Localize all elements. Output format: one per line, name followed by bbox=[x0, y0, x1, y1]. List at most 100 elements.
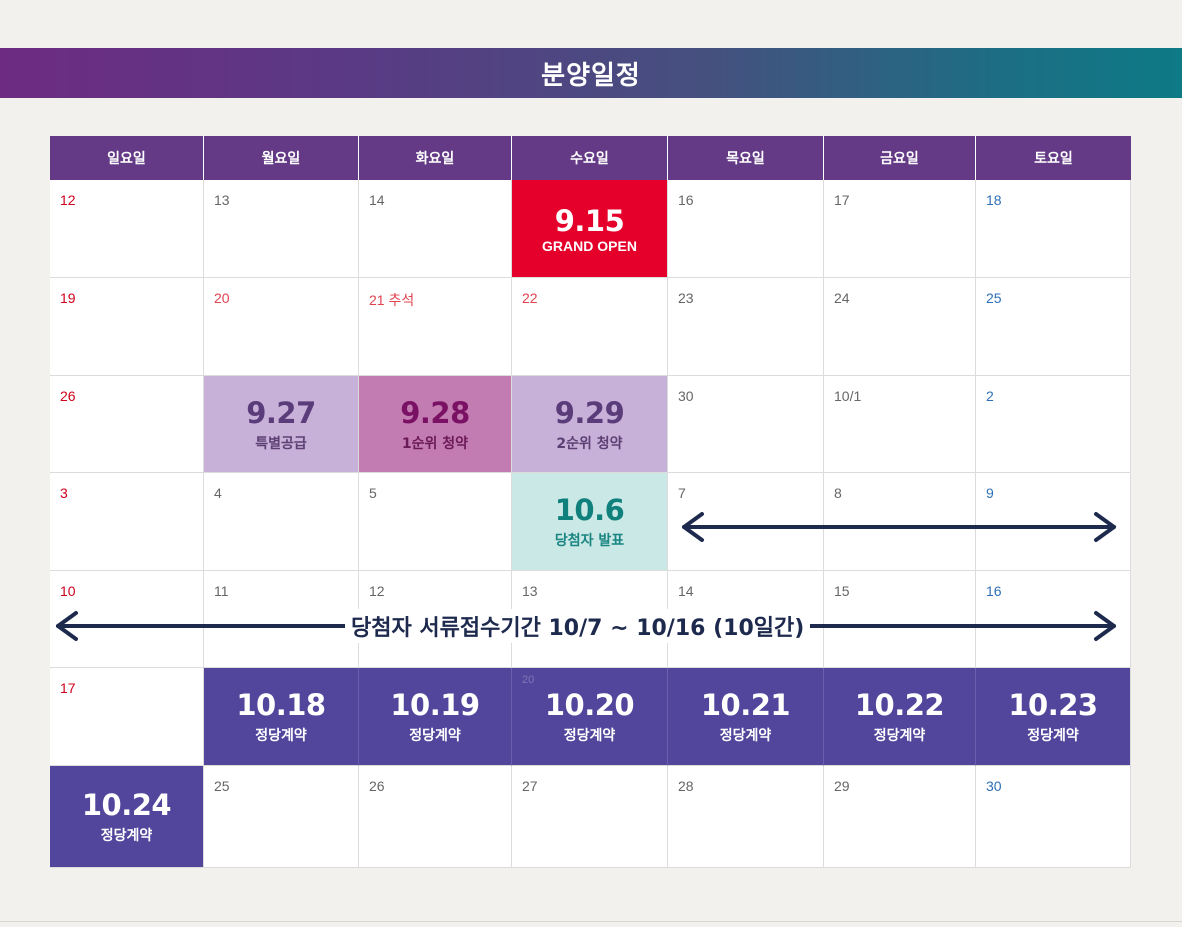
day-cell: 17 bbox=[824, 180, 976, 278]
day-cell: 30 bbox=[668, 376, 824, 473]
winner-announce-cell: 10.6 당첨자 발표 bbox=[512, 473, 668, 571]
weekday-thursday: 목요일 bbox=[726, 151, 765, 167]
first-priority-date: 9.28 bbox=[400, 395, 470, 430]
day-cell: 26 bbox=[359, 766, 512, 868]
day-number: 10/1 bbox=[834, 388, 862, 404]
day-number: 16 bbox=[986, 583, 1002, 599]
day-number: 14 bbox=[369, 192, 385, 208]
contract-label: 정당계약 bbox=[719, 728, 772, 744]
first-priority-label: 1순위 청약 bbox=[401, 435, 469, 452]
contract-label: 정당계약 bbox=[873, 728, 926, 744]
day-number: 22 bbox=[522, 290, 538, 306]
day-number: 17 bbox=[834, 192, 850, 208]
day-cell: 29 bbox=[824, 766, 976, 868]
day-number: 2 bbox=[986, 388, 994, 404]
bottom-divider bbox=[0, 921, 1182, 922]
day-cell: 7 bbox=[668, 473, 824, 571]
contract-cell: 10.21 정당계약 bbox=[668, 668, 824, 766]
contract-date: 10.22 bbox=[854, 688, 945, 722]
second-priority-label: 2순위 청약 bbox=[556, 435, 623, 452]
day-number: 5 bbox=[369, 485, 377, 501]
day-cell: 21 추석 bbox=[359, 278, 512, 376]
weekday-saturday: 토요일 bbox=[1034, 151, 1073, 167]
day-cell: 10 bbox=[50, 571, 204, 668]
weekday-monday: 월요일 bbox=[261, 151, 301, 167]
day-number: 30 bbox=[986, 778, 1002, 794]
day-number: 21 추석 bbox=[369, 292, 415, 308]
day-cell: 11 bbox=[204, 571, 359, 668]
grand-open-date: 9.15 bbox=[554, 203, 625, 238]
day-cell: 14 bbox=[359, 180, 512, 278]
day-number: 27 bbox=[522, 778, 538, 794]
special-supply-cell: 9.27 특별공급 bbox=[204, 376, 359, 473]
day-cell: 27 bbox=[512, 766, 668, 868]
contract-cell: 10.19 정당계약 bbox=[359, 668, 512, 766]
day-number: 17 bbox=[60, 680, 76, 696]
day-number: 26 bbox=[369, 778, 385, 794]
day-number: 10 bbox=[60, 583, 76, 599]
second-priority-date: 9.29 bbox=[554, 395, 625, 430]
day-cell: 8 bbox=[824, 473, 976, 571]
contract-label: 정당계약 bbox=[100, 828, 153, 844]
contract-label: 정당계약 bbox=[563, 728, 616, 744]
contract-date: 10.18 bbox=[236, 688, 326, 722]
day-cell: 24 bbox=[824, 278, 976, 376]
day-cell: 15 bbox=[824, 571, 976, 668]
second-priority-cell: 9.29 2순위 청약 bbox=[512, 376, 668, 473]
day-number: 13 bbox=[214, 192, 230, 208]
contract-label: 정당계약 bbox=[1027, 728, 1079, 744]
faint-day-number: 20 bbox=[522, 674, 535, 686]
contract-date: 10.24 bbox=[81, 788, 172, 822]
day-number: 19 bbox=[60, 290, 76, 306]
contract-date: 10.20 bbox=[544, 688, 635, 722]
day-number: 28 bbox=[678, 778, 694, 794]
day-cell: 22 bbox=[512, 278, 668, 376]
day-cell: 18 bbox=[976, 180, 1131, 278]
day-number: 23 bbox=[678, 290, 694, 306]
day-number: 13 bbox=[522, 583, 538, 599]
day-number: 12 bbox=[60, 192, 76, 208]
day-number: 25 bbox=[986, 290, 1002, 306]
day-number: 18 bbox=[986, 192, 1002, 208]
contract-cell: 20 10.20 정당계약 bbox=[512, 668, 668, 766]
day-number: 20 bbox=[214, 290, 230, 306]
day-cell: 5 bbox=[359, 473, 512, 571]
first-priority-cell: 9.28 1순위 청약 bbox=[359, 376, 512, 473]
grand-open-label: GRAND OPEN bbox=[542, 237, 637, 254]
day-number: 29 bbox=[834, 778, 850, 794]
day-number: 16 bbox=[678, 192, 694, 208]
day-number: 26 bbox=[60, 388, 76, 404]
day-cell: 13 bbox=[204, 180, 359, 278]
title-banner: 분양일정 bbox=[0, 48, 1182, 98]
day-cell: 9 bbox=[976, 473, 1131, 571]
day-cell: 20 bbox=[204, 278, 359, 376]
contract-date: 10.23 bbox=[1008, 688, 1098, 722]
page-title: 분양일정 bbox=[541, 60, 641, 91]
day-cell: 12 bbox=[50, 180, 204, 278]
day-number: 3 bbox=[60, 485, 68, 501]
schedule-calendar: 일요일 월요일 화요일 수요일 목요일 금요일 토요일 12 13 14 9.1… bbox=[50, 136, 1131, 868]
day-number: 14 bbox=[678, 583, 694, 599]
day-number: 8 bbox=[834, 485, 842, 501]
day-cell: 10/1 bbox=[824, 376, 976, 473]
weekday-wednesday: 수요일 bbox=[570, 151, 609, 167]
day-number: 12 bbox=[369, 583, 385, 599]
day-cell: 3 bbox=[50, 473, 204, 571]
day-cell: 16 bbox=[976, 571, 1131, 668]
document-period-label: 당첨자 서류접수기간 10/7 ~ 10/16 (10일간) bbox=[345, 609, 811, 643]
special-supply-label: 특별공급 bbox=[255, 435, 307, 452]
day-cell: 16 bbox=[668, 180, 824, 278]
day-number: 9 bbox=[986, 485, 994, 501]
contract-cell: 10.23 정당계약 bbox=[976, 668, 1131, 766]
weekday-sunday: 일요일 bbox=[107, 151, 146, 167]
day-cell: 26 bbox=[50, 376, 204, 473]
day-number: 24 bbox=[834, 290, 850, 306]
day-cell: 30 bbox=[976, 766, 1131, 868]
day-number: 30 bbox=[678, 388, 694, 404]
contract-cell: 10.22 정당계약 bbox=[824, 668, 976, 766]
day-number: 4 bbox=[214, 485, 222, 501]
winner-announce-date: 10.6 bbox=[554, 493, 625, 527]
day-cell: 25 bbox=[204, 766, 359, 868]
day-cell: 25 bbox=[976, 278, 1131, 376]
contract-label: 정당계약 bbox=[255, 728, 307, 744]
